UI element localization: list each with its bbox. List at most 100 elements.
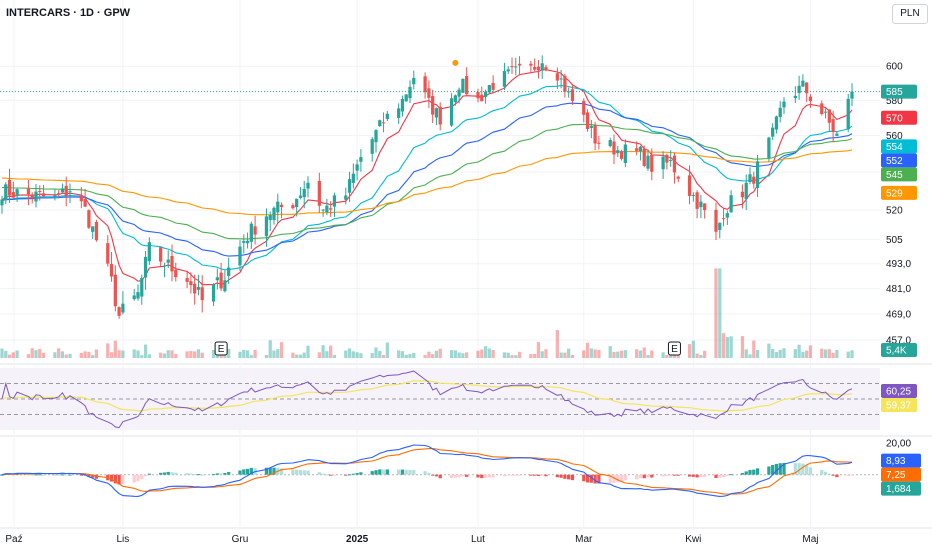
volume-bar — [291, 352, 295, 358]
macd-line — [1, 444, 853, 497]
macd-histogram-bar — [370, 471, 374, 475]
candle-body — [544, 67, 548, 70]
macd-histogram-bar — [166, 471, 170, 475]
macd-histogram-bar — [434, 474, 439, 477]
volume-bar — [238, 351, 242, 358]
candle-body — [510, 66, 514, 68]
price-tag — [881, 167, 917, 182]
volume-bar — [200, 352, 204, 358]
macd-histogram-bar — [480, 474, 484, 479]
macd-histogram-bar — [517, 474, 522, 476]
volume-bar — [431, 354, 435, 358]
macd-histogram-bar — [295, 469, 299, 475]
volume-bar — [60, 351, 65, 358]
macd-histogram-bar — [64, 474, 68, 476]
candle-body — [729, 195, 733, 213]
macd-histogram-bar — [563, 474, 567, 479]
macd-histogram-bar — [355, 472, 359, 475]
macd-histogram-bar — [510, 474, 514, 476]
price-tag-label: 529 — [886, 188, 903, 199]
volume-bar — [616, 351, 620, 358]
volume-bar — [752, 340, 756, 358]
volume-bar — [41, 352, 46, 358]
volume-bar — [721, 333, 726, 358]
candle-body — [227, 267, 231, 276]
candle-body — [94, 222, 99, 241]
candle-body — [193, 283, 197, 294]
macd-histogram-bar — [211, 474, 216, 476]
macd-histogram-bar — [457, 474, 461, 478]
candle-body — [563, 75, 567, 92]
candle-body — [200, 287, 204, 301]
macd-histogram-bar — [687, 474, 692, 477]
y-tick-label: 481,0 — [886, 284, 911, 295]
volume-bar — [427, 351, 431, 358]
macd-histogram-bar — [34, 474, 38, 476]
currency-button[interactable]: PLN — [892, 4, 928, 24]
candle-body — [109, 264, 114, 277]
candle-body — [514, 66, 518, 68]
candle-body — [83, 199, 87, 207]
candle-body — [374, 130, 378, 143]
volume-bar — [272, 350, 276, 358]
candle-body — [665, 154, 669, 163]
volume-bar — [465, 352, 469, 358]
volume-bar — [608, 346, 612, 358]
macd-histogram-bar — [635, 474, 639, 480]
volume-bar — [332, 354, 337, 358]
candle-body — [185, 278, 189, 282]
macd-histogram-bar — [529, 474, 533, 476]
volume-bar — [147, 354, 151, 358]
volume-bar — [0, 348, 4, 358]
candle-body — [359, 157, 363, 162]
macd-histogram-bar — [483, 474, 488, 478]
y-tick-label: 469,0 — [886, 309, 911, 320]
candle-body — [465, 76, 469, 95]
volume-bar — [457, 352, 461, 358]
candle-body — [793, 95, 797, 99]
candle-body — [823, 111, 828, 113]
macd-histogram-bar — [589, 474, 593, 483]
volume-bar — [703, 350, 707, 358]
chart-title: INTERCARS · 1D · GPW — [6, 7, 131, 19]
volume-bar — [797, 344, 801, 358]
x-tick-label: Paź — [5, 534, 22, 545]
macd-histogram-bar — [408, 469, 412, 475]
volume-bar — [695, 353, 699, 358]
volume-bar — [306, 345, 310, 358]
volume-bar — [79, 352, 83, 358]
candle-body — [174, 269, 178, 278]
volume-bar — [801, 352, 805, 358]
volume-bar — [582, 350, 586, 358]
macd-histogram-bar — [555, 474, 559, 478]
volume-bar — [714, 268, 718, 358]
macd-histogram-bar — [449, 474, 454, 478]
volume-bar — [140, 355, 144, 358]
volume-bar — [638, 350, 643, 358]
volume-bar — [87, 351, 91, 358]
macd-histogram-bar — [11, 474, 15, 476]
candle-body — [805, 82, 809, 94]
candle-body — [835, 133, 839, 136]
candle-body — [272, 207, 276, 220]
y-tick-label: 520 — [886, 206, 903, 217]
rsi-line — [1, 370, 853, 429]
macd-histogram-bar — [540, 474, 544, 476]
macd-histogram-bar — [544, 474, 548, 477]
volume-bar — [540, 351, 544, 358]
candle-body — [642, 148, 646, 166]
macd-histogram-bar — [196, 474, 201, 476]
candle-body — [132, 295, 136, 300]
macd-histogram-bar — [585, 474, 590, 483]
candle-body — [638, 146, 643, 152]
volume-bar — [64, 354, 68, 358]
volume-bar — [517, 351, 522, 358]
macd-histogram-bar — [109, 474, 114, 482]
macd-histogram-bar — [431, 474, 435, 476]
candle-body — [223, 280, 227, 292]
volume-bar — [646, 354, 650, 358]
candle-body — [517, 63, 522, 66]
macd-histogram-bar — [30, 474, 34, 476]
candle-body — [687, 175, 692, 196]
